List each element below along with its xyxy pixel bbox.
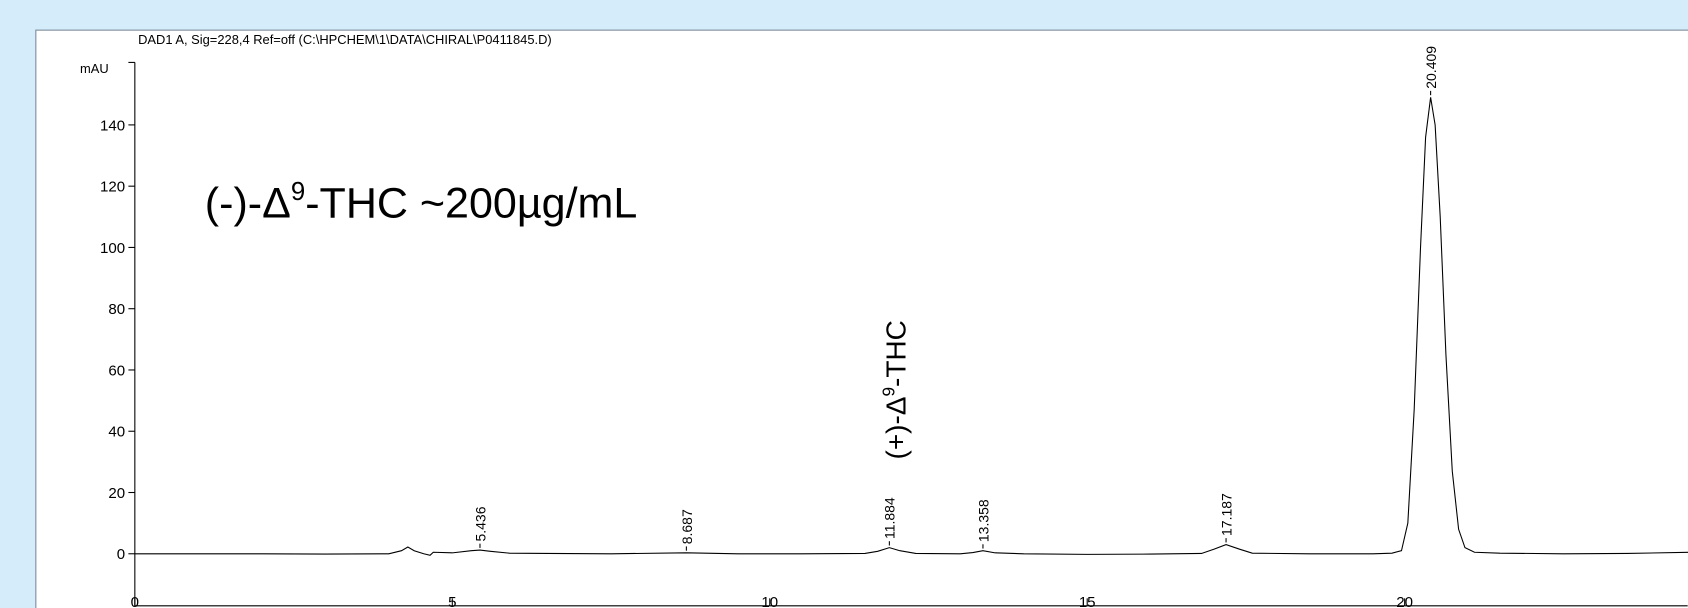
- annotation-part: -THC ~200µg/mL: [305, 179, 637, 227]
- x-tick-label: 20: [1396, 594, 1413, 608]
- y-tick-label: 100: [100, 240, 125, 257]
- y-tick-label: 80: [108, 301, 125, 318]
- x-tick-label: 15: [1079, 594, 1096, 608]
- y-axis-label: mAU: [80, 61, 109, 76]
- annotation-superscript: 9: [879, 387, 899, 397]
- peak-label: 20.409: [1423, 46, 1439, 89]
- peak-annotation: (+)-Δ9-THC: [879, 320, 912, 459]
- trace: [134, 97, 1688, 556]
- peak-label: 17.187: [1218, 493, 1234, 536]
- y-tick-label: 0: [117, 546, 125, 563]
- peak-label: 13.358: [975, 499, 991, 542]
- annotation-part: (-)-Δ: [205, 179, 291, 227]
- plot-panel: [35, 29, 1688, 608]
- x-tick-label: 10: [761, 594, 778, 608]
- y-tick-label: 120: [100, 179, 125, 196]
- peak-label: 11.884: [882, 497, 898, 539]
- y-tick-label: 20: [108, 485, 125, 502]
- peak-label: 5.436: [472, 506, 488, 541]
- x-tick-label: 5: [448, 594, 456, 608]
- y-tick-label: 40: [108, 424, 125, 441]
- annotation: (-)-Δ9-THC ~200µg/mL: [205, 178, 638, 227]
- annotation-part: (+)-Δ: [880, 397, 911, 460]
- annotation-superscript: 9: [291, 178, 305, 206]
- peak-label: 8.687: [679, 509, 695, 544]
- annotation-part: -THC: [880, 320, 911, 387]
- y-tick-label: 140: [100, 117, 125, 134]
- chart-title: DAD1 A, Sig=228,4 Ref=off (C:\HPCHEM\1\D…: [138, 32, 552, 47]
- y-tick-label: 60: [108, 362, 125, 379]
- x-tick-label: 0: [131, 594, 139, 608]
